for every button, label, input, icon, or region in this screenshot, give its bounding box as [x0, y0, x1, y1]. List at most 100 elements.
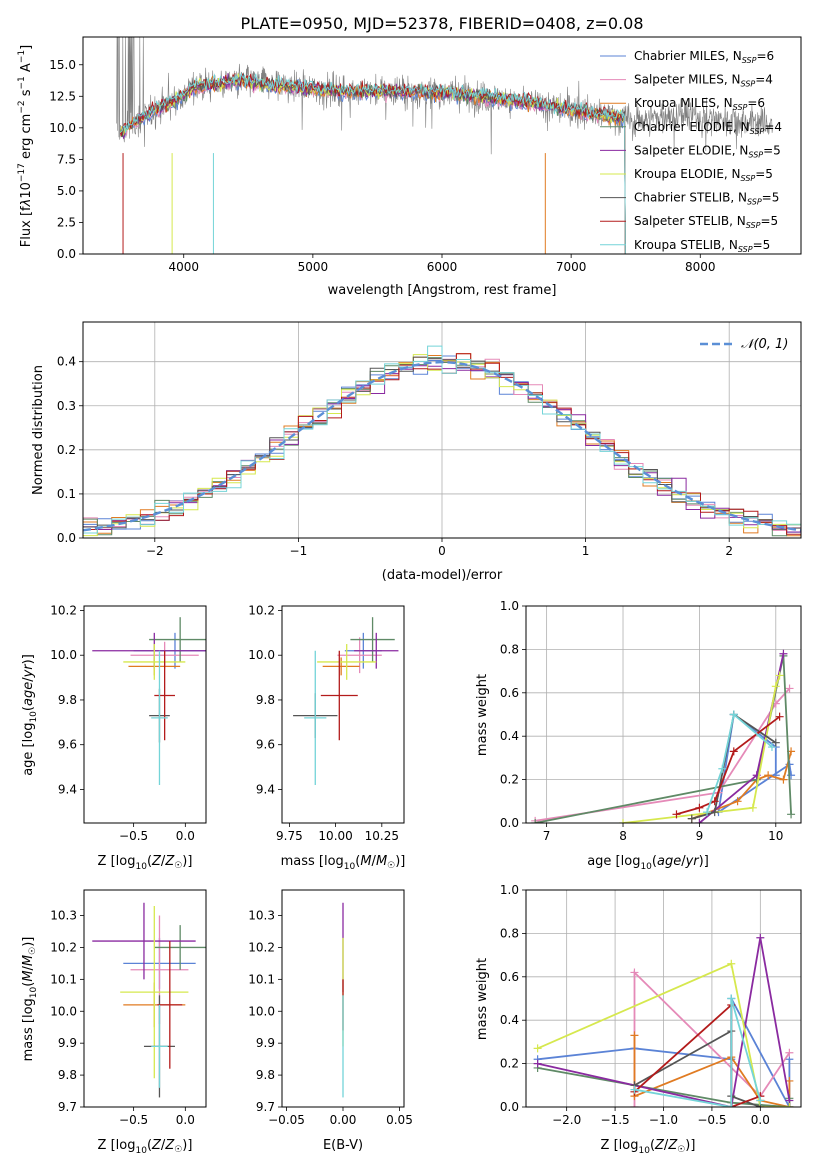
weight-line — [622, 675, 781, 823]
residual-histogram-panel: −2 −1 0 1 2 0.0 0.1 0.2 0.3 0.4 𝒩(0, 1) (data-mode… — [31, 321, 802, 583]
y-tick-label: 9.9 — [58, 1036, 77, 1050]
weight-marker — [727, 959, 736, 968]
x-tick-label: 10.25 — [365, 829, 399, 843]
y-tick-label: 0.2 — [500, 773, 519, 787]
y-tick-label: 15.0 — [49, 58, 76, 72]
x-tick-label: 9 — [696, 829, 704, 843]
x-tick-label: 10.00 — [318, 829, 352, 843]
legend-subscript: SSP — [742, 56, 757, 65]
x-tick-label: −1.0 — [649, 1113, 678, 1127]
x-tick-label: 10 — [768, 829, 783, 843]
y-tick-label: 10.0 — [50, 1004, 77, 1018]
x-tick-label: −0.5 — [119, 1113, 148, 1127]
y-tick-label: 9.9 — [256, 1036, 275, 1050]
plot-content — [116, 37, 773, 254]
legend-label-rest: =6 — [747, 96, 765, 110]
mass-vs-metallicity-x-label: Z [log10(Z/Z☉)] — [98, 1138, 193, 1156]
weight-marker — [729, 747, 738, 756]
legend-subscript: SSP — [747, 198, 762, 207]
x-tick-label: 2 — [725, 544, 733, 558]
weight-vs-age-y-label: mass weight — [475, 674, 490, 756]
y-tick-label: 10.2 — [248, 603, 275, 617]
axes-overlay: −0.05 0.00 0.05 9.7 9.8 9.9 10.0 10.1 10.2 10.3 — [248, 889, 413, 1127]
legend-subscript: SSP — [741, 80, 756, 89]
x-tick-label: 1 — [582, 544, 590, 558]
residual-legend: 𝒩(0, 1) — [700, 337, 788, 352]
y-tick-label: 9.7 — [58, 1100, 77, 1114]
weight-marker — [785, 1103, 794, 1107]
weight-marker — [787, 810, 796, 819]
weight-vs-metallicity-panel: −2.0 −1.5 −1.0 −0.5 0.0 0.0 0.2 0.4 0.6 0.8 1.0 Z … — [475, 883, 802, 1156]
spectrum-x-label: wavelength [Angstrom, rest frame] — [328, 283, 557, 298]
y-tick-label: 0.0 — [500, 816, 519, 830]
histogram-step-line — [83, 345, 801, 534]
weight-line — [535, 687, 791, 822]
y-tick-label: 10.0 — [248, 648, 275, 662]
weight-vs-age-x-label: age [log10(age/yr)] — [587, 854, 709, 872]
legend-label: Kroupa STELIB, NSSP=5 — [634, 238, 770, 254]
weight-line — [634, 1029, 761, 1107]
y-tick-label: 0.3 — [57, 399, 76, 413]
x-tick-label: 0 — [438, 544, 446, 558]
weight-vs-age-panel: 7 8 9 10 0.0 0.2 0.4 0.6 0.8 1.0 age [log10(age/y… — [475, 599, 802, 872]
x-tick-label: 0.05 — [386, 1113, 413, 1127]
y-tick-label: 10.1 — [248, 972, 275, 986]
legend-label: Kroupa MILES, NSSP=6 — [634, 96, 765, 112]
weight-marker — [531, 819, 540, 823]
x-tick-label: 0.0 — [176, 829, 195, 843]
age-vs-metallicity-plot-area: −0.5 0.0 9.4 9.6 9.8 10.0 10.2 — [50, 603, 207, 843]
spectrum-legend: Chabrier MILES, NSSP=6 Salpeter MILES, NS… — [600, 49, 782, 254]
weight-marker — [727, 994, 736, 1003]
weight-marker — [672, 810, 681, 819]
legend-label: 𝒩(0, 1) — [741, 337, 788, 352]
mass-vs-ebv-x-label: E(B-V) — [323, 1138, 363, 1153]
weight-marker — [703, 808, 712, 817]
y-tick-label: 10.3 — [50, 909, 77, 923]
axes-overlay: −0.5 0.0 9.7 9.8 9.9 10.0 10.1 10.2 10.3 — [50, 889, 207, 1127]
legend-label-rest: =5 — [760, 214, 778, 228]
legend-label-rest: =5 — [753, 238, 771, 252]
weight-marker — [779, 775, 788, 784]
y-tick-label: 9.4 — [256, 782, 275, 796]
weight-marker — [630, 1103, 639, 1107]
age-vs-mass-panel: 9.75 10.00 10.25 9.4 9.6 9.8 10.0 10.2 mass [lo… — [248, 603, 405, 872]
age-vs-metallicity-panel: −0.5 0.0 9.4 9.6 9.8 10.0 10.2 Z [log10(Z/Z☉)]… — [21, 603, 207, 872]
x-tick-label: −2 — [146, 544, 164, 558]
x-tick-label: −0.5 — [697, 1113, 726, 1127]
y-tick-label: 0.0 — [500, 1100, 519, 1114]
mass-vs-metallicity-y-label: mass [log10(M/M☉)] — [21, 937, 39, 1062]
weight-marker — [630, 968, 639, 977]
y-tick-label: 10.2 — [50, 603, 77, 617]
legend-label-rest: =5 — [755, 167, 773, 181]
legend-subscript: SSP — [748, 150, 763, 159]
y-tick-label: 10.0 — [248, 1004, 275, 1018]
legend-subscript: SSP — [741, 174, 756, 183]
y-tick-label: 7.5 — [57, 152, 76, 166]
y-tick-label: 0.6 — [500, 970, 519, 984]
weight-marker — [779, 649, 788, 658]
y-tick-label: 0.4 — [57, 355, 76, 369]
y-tick-label: 9.6 — [58, 738, 77, 752]
weight-marker — [756, 933, 765, 942]
plot-content — [83, 345, 801, 537]
axes-overlay: −2.0 −1.5 −1.0 −0.5 0.0 0.0 0.2 0.4 0.6 0.8 1.0 — [500, 883, 802, 1127]
x-tick-label: −1 — [290, 544, 308, 558]
x-tick-label: 4000 — [168, 260, 199, 274]
weight-marker — [785, 1048, 794, 1057]
y-tick-label: 9.8 — [256, 693, 275, 707]
x-tick-label: 6000 — [427, 260, 458, 274]
x-tick-label: 7 — [543, 829, 551, 843]
y-tick-label: 1.0 — [500, 883, 519, 897]
weight-marker — [775, 671, 784, 680]
y-tick-label: 0.0 — [57, 247, 76, 261]
y-tick-label: 0.2 — [57, 443, 76, 457]
x-tick-label: 0.0 — [751, 1113, 770, 1127]
weight-marker — [764, 771, 773, 780]
age-vs-mass-x-label: mass [log10(M/M☉)] — [281, 854, 406, 872]
legend-label-rest: =5 — [762, 191, 780, 205]
weight-marker — [767, 743, 776, 752]
y-tick-label: 0.6 — [500, 686, 519, 700]
weight-marker — [695, 803, 704, 812]
weight-marker — [733, 797, 742, 806]
y-tick-label: 2.5 — [57, 215, 76, 229]
